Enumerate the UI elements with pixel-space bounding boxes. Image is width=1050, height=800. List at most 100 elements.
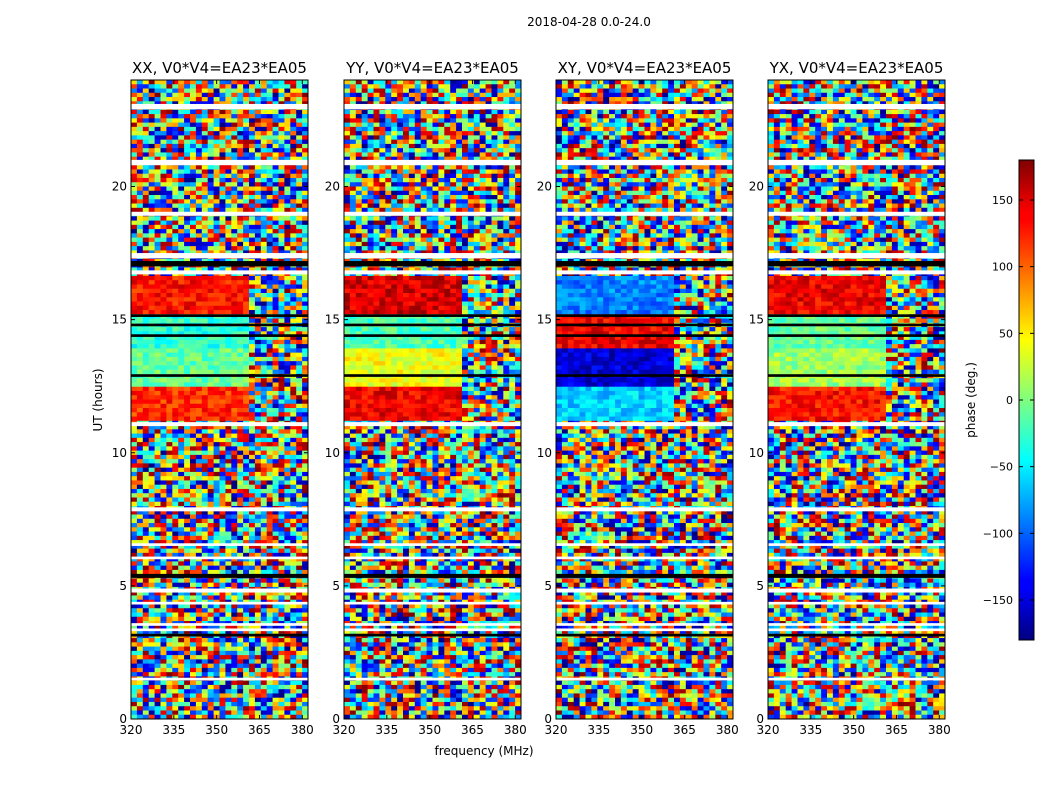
phase-cell [249, 446, 256, 452]
phase-cell [473, 126, 481, 132]
phase-cell [195, 88, 203, 94]
phase-cell [136, 680, 144, 686]
phase-cell [166, 471, 173, 477]
phase-cell [266, 237, 273, 243]
phase-cell [184, 684, 191, 690]
phase-cell [290, 531, 297, 537]
phase-cell [184, 493, 191, 498]
phase-cell [142, 459, 150, 464]
phase-cell [302, 109, 309, 115]
phase-cell [397, 139, 404, 145]
phase-cell [178, 540, 185, 545]
phase-cell [420, 118, 427, 123]
phase-cell [160, 165, 167, 170]
phase-cell [296, 173, 303, 179]
phase-cell [184, 663, 191, 669]
phase-cell [302, 429, 309, 434]
phase-cell [243, 327, 250, 332]
phase-cell [266, 488, 273, 494]
phase-cell [231, 663, 238, 669]
phase-cell [178, 591, 185, 596]
phase-cell [272, 369, 279, 375]
phase-cell [136, 101, 144, 106]
phase-cell [136, 169, 144, 175]
phase-cell [207, 143, 214, 149]
phase-cell [219, 118, 226, 123]
phase-cell [136, 310, 144, 315]
phase-cell [207, 378, 214, 383]
phase-cell [178, 250, 185, 256]
phase-cell [166, 612, 173, 618]
phase-cell [231, 356, 238, 362]
phase-cell [148, 706, 155, 711]
phase-cell [195, 425, 203, 430]
phase-cell [136, 233, 144, 239]
phase-cell [195, 616, 203, 622]
phase-cell [249, 476, 256, 481]
phase-cell [290, 706, 297, 711]
phase-cell [131, 701, 138, 707]
phase-cell [243, 344, 250, 349]
phase-cell [213, 135, 220, 141]
phase-cell [231, 220, 238, 226]
phase-cell [237, 552, 244, 558]
phase-cell [195, 241, 203, 247]
phase-cell [160, 518, 167, 524]
phase-cell [278, 126, 285, 132]
phase-cell [296, 454, 303, 460]
phase-cell [195, 527, 203, 532]
phase-cell [278, 603, 285, 609]
phase-cell [290, 139, 297, 145]
phase-cell [260, 199, 268, 204]
phase-cell [160, 638, 167, 643]
phase-cell [190, 237, 197, 243]
blank-gap [131, 507, 308, 512]
phase-cell [131, 267, 138, 273]
phase-cell [243, 114, 250, 119]
phase-cell [254, 348, 262, 354]
phase-cell [219, 156, 226, 162]
phase-cell [302, 224, 309, 230]
phase-cell [195, 305, 203, 311]
phase-cell [290, 429, 297, 434]
phase-cell [231, 608, 238, 613]
phase-cell [302, 177, 309, 183]
phase-cell [213, 275, 220, 281]
phase-cell [284, 667, 291, 673]
phase-cell [379, 101, 386, 106]
phase-cell [219, 442, 226, 447]
phase-cell [302, 169, 309, 175]
phase-cell [290, 497, 297, 503]
phase-cell [284, 148, 291, 153]
phase-cell [178, 305, 185, 311]
phase-cell [136, 467, 144, 473]
phase-cell [213, 425, 220, 430]
phase-cell [154, 629, 161, 635]
phase-cell [254, 667, 262, 673]
phase-cell [172, 488, 179, 494]
phase-cell [237, 616, 244, 622]
phase-cell [219, 642, 226, 647]
phase-cell [154, 293, 161, 298]
phase-cell [414, 114, 422, 119]
phase-cell [136, 348, 144, 354]
phase-cell [190, 565, 197, 571]
phase-cell [201, 433, 209, 439]
phase-cell [491, 114, 498, 119]
phase-cell [249, 544, 256, 549]
phase-cell [219, 305, 226, 311]
phase-cell [207, 382, 214, 388]
phase-cell [154, 280, 161, 285]
phase-cell [160, 497, 167, 503]
phase-cell [254, 84, 262, 89]
phase-cell [237, 629, 244, 635]
phase-cell [278, 207, 285, 213]
phase-cell [219, 437, 226, 443]
phase-cell [160, 88, 167, 94]
phase-cell [166, 335, 173, 341]
phase-cell [266, 126, 273, 132]
phase-cell [178, 348, 185, 354]
phase-cell [148, 348, 155, 354]
phase-cell [148, 365, 155, 371]
phase-cell [249, 689, 256, 694]
